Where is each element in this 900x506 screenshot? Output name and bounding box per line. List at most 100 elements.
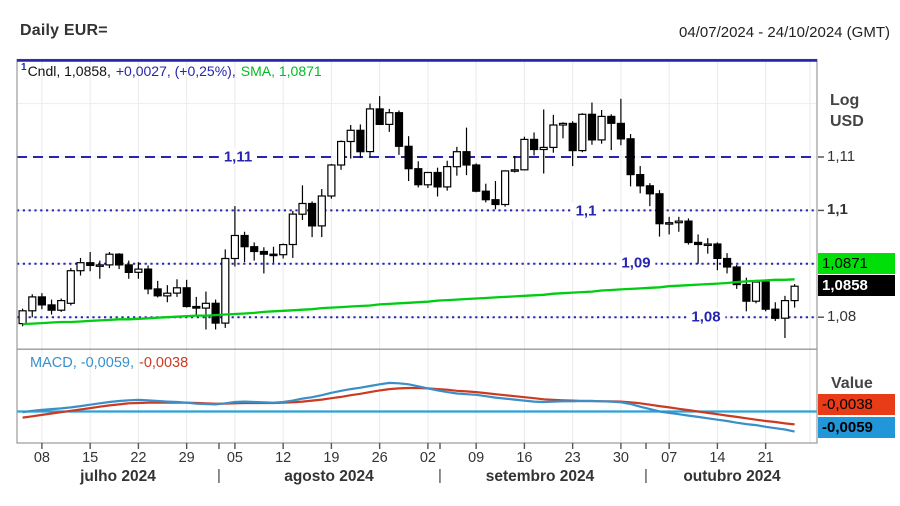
candle [655, 193, 664, 225]
candle [520, 138, 529, 171]
scale-usd-label: USD [830, 113, 864, 130]
candle [298, 202, 307, 215]
candle [558, 122, 568, 126]
macd-signal-badge: -0,0038 [818, 394, 895, 415]
candle [568, 122, 577, 152]
candle [346, 129, 355, 143]
x-day-label: 26 [371, 450, 388, 466]
macd-value-badge: -0,0059 [818, 417, 895, 438]
x-day-label: 07 [661, 450, 678, 466]
candle [308, 202, 317, 227]
candle [47, 304, 56, 311]
candle [240, 234, 249, 248]
x-day-label: 08 [33, 450, 50, 466]
candle [684, 220, 693, 244]
x-day-label: 05 [226, 450, 243, 466]
scale-log-label: Log [830, 92, 860, 109]
candle [587, 113, 597, 141]
y-tick-1-08: 1,08 [827, 308, 857, 325]
x-day-label: 29 [178, 450, 195, 466]
x-day-label: 02 [419, 450, 436, 466]
x-day-label: 16 [516, 450, 533, 466]
y-tick-1-11: 1,11 [827, 148, 856, 165]
price-pane-legend[interactable]: 1Cndl, 1,0858, +0,0027, (+0,25%), SMA, 1,0… [21, 62, 327, 79]
candle [529, 138, 539, 151]
price-level-lines [17, 156, 817, 319]
candle [375, 108, 384, 126]
candle [539, 146, 548, 151]
candle [28, 296, 37, 312]
candle [279, 244, 288, 256]
candle [472, 164, 481, 192]
level-label-1-11: 1,11 [218, 148, 258, 166]
candle [66, 270, 75, 304]
candle [37, 296, 47, 306]
candle [645, 185, 655, 195]
candle [57, 300, 66, 311]
candle [105, 253, 114, 266]
candle [462, 151, 471, 166]
candle [404, 145, 413, 170]
x-day-label: 09 [468, 450, 485, 466]
y-tick-1-1: 1,1 [827, 201, 848, 218]
candle [337, 140, 346, 166]
candle [722, 257, 732, 268]
candle [259, 250, 268, 255]
candle [597, 115, 606, 141]
date-range: 04/07/2024 - 24/10/2024 (GMT) [679, 24, 890, 41]
candle [114, 253, 124, 266]
candle [433, 171, 442, 188]
candle [751, 281, 761, 302]
legend-change-value: +0,0027, (+0,25%), [115, 62, 236, 79]
candle [95, 264, 104, 267]
x-day-label: 15 [82, 450, 99, 466]
y-axis-scale-label: Log USD [830, 90, 864, 132]
candle [414, 168, 423, 186]
candle [616, 122, 626, 140]
candle [317, 195, 326, 227]
candle [134, 268, 143, 273]
candle [163, 292, 172, 297]
x-month-label: setembro 2024 [485, 468, 595, 485]
candle [761, 281, 770, 310]
candle [144, 268, 153, 290]
macd-legend-signal-value: -0,0038 [138, 355, 189, 371]
candle [269, 253, 278, 257]
pane-borders [16, 58, 824, 444]
sma-line [22, 278, 795, 326]
pane-number: 1 [21, 62, 27, 73]
candle [327, 164, 336, 197]
candle [771, 308, 780, 319]
last-price-badge: 1,0858 [818, 275, 895, 296]
macd-pane-legend[interactable]: MACD, -0,0059, -0,0038 [30, 355, 188, 371]
candle [578, 113, 587, 152]
candle [549, 124, 558, 148]
candle [201, 302, 210, 309]
x-month-separator: | [438, 467, 442, 484]
candle [385, 112, 394, 125]
candle [221, 257, 230, 324]
x-day-label: 23 [564, 450, 581, 466]
candle [742, 284, 751, 302]
level-label-1-1: 1,1 [570, 202, 602, 220]
candle [76, 262, 85, 272]
candle [790, 285, 799, 302]
x-day-label: 21 [757, 450, 774, 466]
candle [394, 112, 404, 147]
candle [693, 241, 703, 246]
candle [86, 262, 95, 267]
candle [626, 138, 635, 176]
x-day-label: 30 [612, 450, 629, 466]
candle [443, 166, 452, 188]
macd-signal-line [22, 386, 795, 426]
candle [481, 190, 490, 201]
x-day-label: 22 [130, 450, 147, 466]
candle [665, 222, 674, 225]
legend-candle-value: Cndl, 1,0858, [27, 62, 111, 79]
candle [636, 174, 645, 187]
x-day-label: 19 [323, 450, 340, 466]
candle [356, 129, 365, 153]
level-label-1-08: 1,08 [686, 308, 726, 326]
